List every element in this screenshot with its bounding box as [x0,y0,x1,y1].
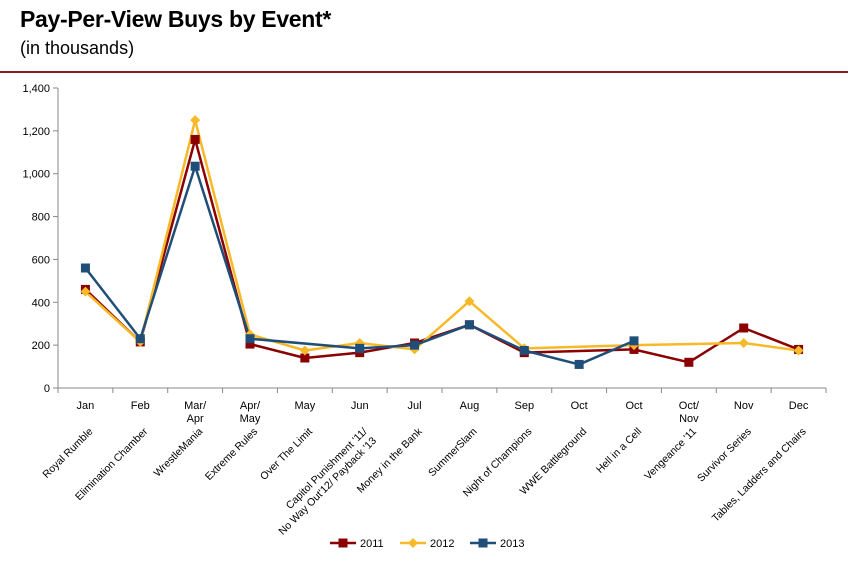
data-point-2013 [574,359,584,369]
data-point-2011 [684,357,694,367]
x-event-label-line: Extreme Rules [203,426,260,483]
x-event-label: Vengeance '11 [642,426,699,483]
x-event-label-line: Hell in a Cell [594,426,644,476]
x-month-label-line: Feb [131,400,150,412]
x-event-label: Hell in a Cell [594,426,644,476]
data-point-2012 [793,345,804,356]
x-event-label: Tables, Ladders and Chairs [710,426,809,525]
x-month-label: Jul [408,400,422,412]
data-point-2013 [629,336,639,346]
data-point-2013 [135,334,145,344]
y-tick-label: 0 [44,383,50,395]
x-month-label-line: Jan [77,400,95,412]
x-month-label-line: Oct/ [679,400,700,412]
y-tick-label: 1,200 [22,126,50,138]
x-month-label-line: Oct [571,400,588,412]
x-month-label-line: Oct [625,400,642,412]
data-point-2011 [300,353,310,363]
y-tick-label: 1,000 [22,169,50,181]
data-point-2012 [738,338,749,348]
x-month-label: Feb [131,400,150,412]
x-month-label-line: May [294,400,315,412]
title-divider [0,71,848,73]
y-axis-ticks: 0 200 400 600 800 1,000 1,200 1,400 [22,83,58,395]
data-point-2012 [80,286,91,297]
x-event-label-line: WrestleMania [152,426,206,480]
chart-title: Pay-Per-View Buys by Event* [20,6,332,32]
x-month-label-line: Jun [351,400,369,412]
x-month-label-line: Nov [679,413,699,425]
legend-label-2011: 2011 [360,538,384,550]
y-tick-label: 400 [32,297,50,309]
x-month-label-line: Dec [789,400,809,412]
x-event-label-line: Vengeance '11 [642,426,699,483]
x-event-label: Survivor Series [695,426,754,485]
x-month-label: Oct/Nov [679,400,700,425]
y-tick-label: 1,400 [22,83,50,95]
y-tick-label: 200 [32,340,50,352]
x-event-label-line: Survivor Series [695,426,754,485]
x-month-label: Mar/Apr [184,400,207,425]
data-point-2013 [355,343,365,353]
legend-marker-2013 [478,538,488,548]
series-line-2013 [84,164,635,366]
x-month-label-line: Aug [460,400,480,412]
series-lines [84,118,800,366]
x-month-label: Dec [789,400,809,412]
data-point-2012 [464,296,475,307]
x-month-label: Nov [734,400,754,412]
x-month-label-line: Apr [187,413,204,425]
x-month-label: Oct [625,400,642,412]
x-event-label: SummerSlam [426,425,480,479]
legend-marker-2012 [408,538,418,548]
data-point-2011 [739,323,749,333]
x-event-label: Extreme Rules [203,426,260,483]
x-month-label: May [294,400,315,412]
legend: 2011 2012 2013 [330,538,524,550]
legend-label-2013: 2013 [500,538,524,550]
data-point-2013 [519,346,529,355]
legend-marker-2011 [338,538,348,548]
series-markers [80,115,804,369]
x-month-label-line: May [240,413,261,425]
data-point-2013 [245,334,255,344]
y-tick-label: 800 [32,212,50,224]
x-event-label: Royal Rumble [40,426,95,481]
x-event-label-line: Tables, Ladders and Chairs [710,426,809,525]
x-month-label: Sep [514,400,534,412]
data-point-2012 [299,345,310,356]
data-point-2011 [190,134,200,144]
data-point-2011 [245,339,255,349]
data-point-2013 [80,263,90,273]
x-month-label-line: Apr/ [240,400,261,412]
data-point-2012 [190,115,201,126]
legend-label-2012: 2012 [430,538,454,550]
x-month-label-line: Mar/ [184,400,207,412]
x-event-label: Over The Limit [258,426,315,483]
x-month-label-line: Sep [514,400,534,412]
x-event-label: WrestleMania [152,426,206,480]
x-event-label-line: Over The Limit [258,426,315,483]
y-tick-label: 600 [32,254,50,266]
x-month-label: Jun [351,400,369,412]
x-month-label-line: Jul [408,400,422,412]
data-point-2013 [464,320,474,330]
x-event-label-line: SummerSlam [426,425,480,479]
x-month-label: Oct [571,400,588,412]
x-month-label: Jan [77,400,95,412]
data-point-2013 [410,340,420,350]
chart-subtitle: (in thousands) [20,38,135,58]
x-event-label-line: Royal Rumble [40,426,95,481]
series-line-2012 [84,118,799,352]
x-month-label: Apr/May [240,400,261,425]
x-month-label: Aug [460,400,480,412]
x-month-label-line: Nov [734,400,754,412]
data-point-2013 [190,161,200,171]
